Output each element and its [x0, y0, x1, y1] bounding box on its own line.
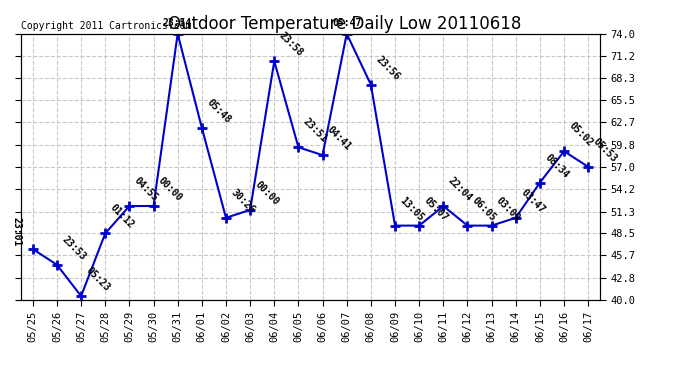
Text: 08:34: 08:34 — [543, 152, 571, 180]
Text: 23:51: 23:51 — [302, 117, 329, 144]
Text: 23:58: 23:58 — [277, 30, 305, 58]
Text: 22:04: 22:04 — [446, 176, 474, 203]
Text: 06:05: 06:05 — [471, 195, 498, 223]
Text: 01:12: 01:12 — [108, 203, 136, 231]
Text: 23:01: 23:01 — [11, 217, 21, 246]
Text: 00:00: 00:00 — [157, 176, 184, 203]
Text: 05:48: 05:48 — [205, 97, 233, 125]
Text: 03:09: 03:09 — [495, 195, 522, 223]
Text: 23:54: 23:54 — [163, 18, 193, 28]
Text: Copyright 2011 Cartronics.com: Copyright 2011 Cartronics.com — [21, 21, 191, 31]
Text: 30:26: 30:26 — [229, 187, 257, 215]
Text: 04:41: 04:41 — [326, 124, 353, 152]
Text: 00:00: 00:00 — [253, 179, 281, 207]
Text: 05:02: 05:02 — [567, 121, 595, 148]
Text: 05:07: 05:07 — [422, 195, 450, 223]
Text: 23:53: 23:53 — [60, 234, 88, 262]
Text: 13:05: 13:05 — [398, 195, 426, 223]
Text: 03:47: 03:47 — [519, 187, 546, 215]
Text: Outdoor Temperature Daily Low 20110618: Outdoor Temperature Daily Low 20110618 — [168, 15, 522, 33]
Text: 05:53: 05:53 — [591, 136, 619, 164]
Text: 05:23: 05:23 — [84, 266, 112, 293]
Text: 05:47: 05:47 — [332, 18, 362, 28]
Text: 04:55: 04:55 — [132, 176, 160, 203]
Text: 23:56: 23:56 — [374, 54, 402, 82]
